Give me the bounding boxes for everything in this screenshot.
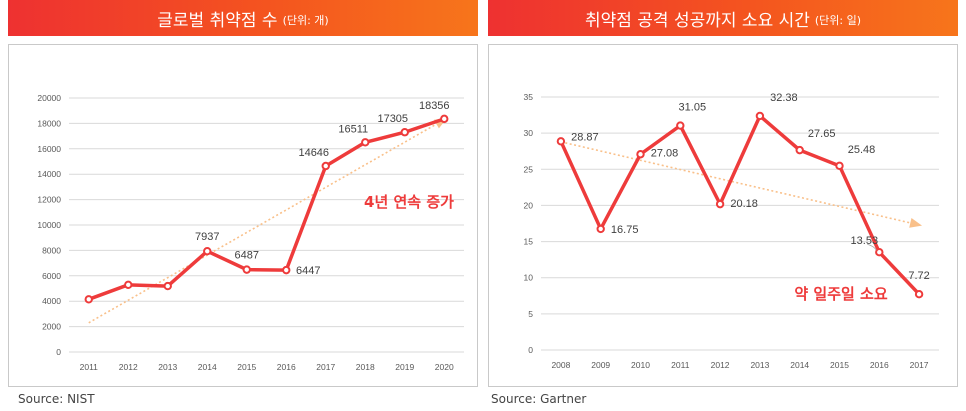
chart1-data-point xyxy=(361,138,370,147)
chart2-data-point xyxy=(596,224,605,234)
chart1-data-point xyxy=(242,265,251,274)
chart2-y-tick-label: 5 xyxy=(528,309,533,319)
chart1-data-label: 6487 xyxy=(235,250,259,262)
chart2-x-tick-label: 2008 xyxy=(551,360,570,370)
exploit-time-chart: 0 5 10 15 20 25 30 35 2008 2009 2010 2011 2012 2013 20… xyxy=(488,44,958,387)
chart2-series-line xyxy=(559,114,921,296)
chart2-unit: (단위: 일) xyxy=(814,14,862,27)
chart1-data-label: 17305 xyxy=(377,113,408,125)
chart1-x-tick-label: 2015 xyxy=(237,362,256,372)
chart2-data-point xyxy=(835,161,844,171)
chart2-data-point xyxy=(636,150,645,159)
chart2-x-tick-label: 2014 xyxy=(790,360,809,370)
chart2-x-tick-label: 2012 xyxy=(711,360,730,370)
chart2-data-point xyxy=(914,289,924,299)
chart1-y-tick-label: 14000 xyxy=(37,169,61,179)
chart1-trend-line xyxy=(88,118,445,324)
chart1-data-label: 18356 xyxy=(419,100,450,112)
chart1-y-tick-label: 12000 xyxy=(37,195,61,205)
chart1-data-point xyxy=(163,281,172,291)
chart2-x-tick-label: 2011 xyxy=(671,360,690,370)
chart1-y-tick-label: 10000 xyxy=(37,220,61,230)
chart1-x-tick-label: 2011 xyxy=(80,362,99,372)
chart2-data-label: 27.65 xyxy=(808,128,836,140)
chart1-y-tick-label: 6000 xyxy=(42,271,61,281)
chart2-x-tick-label: 2010 xyxy=(631,360,650,370)
chart1-x-tick-label: 2016 xyxy=(277,362,296,372)
chart1-data-point xyxy=(84,295,93,304)
chart2-y-tick-label: 20 xyxy=(524,200,534,210)
chart1-data-point xyxy=(440,114,449,124)
chart2-x-tick-label: 2009 xyxy=(591,360,610,370)
chart2-data-label: 32.38 xyxy=(770,92,798,104)
chart1-source: Source: NIST xyxy=(18,392,95,406)
chart1-annotation: 4년 연속 증가 xyxy=(364,193,454,211)
chart1-data-label: 16511 xyxy=(338,123,368,135)
chart2-data-point xyxy=(795,145,804,155)
chart2-data-point xyxy=(875,247,884,257)
chart2-data-label: 25.48 xyxy=(848,144,876,156)
chart1-svg: 0 2000 4000 6000 8000 10000 12000 14000 16000 180… xyxy=(37,93,464,372)
chart1-data-label: 7937 xyxy=(195,231,219,243)
chart1-data-point xyxy=(400,128,409,137)
chart1-data-label: 6447 xyxy=(296,265,320,277)
chart2-data-point xyxy=(715,199,725,209)
chart2-data-point xyxy=(755,111,765,121)
chart2-data-label: 27.08 xyxy=(651,147,679,159)
chart1-y-tick-label: 16000 xyxy=(37,144,61,154)
chart2-data-label: 20.18 xyxy=(730,198,758,210)
chart2-svg: 0 5 10 15 20 25 30 35 2008 2009 2010 2011 2012 2013 20… xyxy=(524,92,939,370)
chart2-source: Source: Gartner xyxy=(491,392,587,406)
chart2-leader-line xyxy=(867,243,877,251)
chart1-data-point xyxy=(124,280,133,290)
chart2-y-tick-label: 30 xyxy=(524,128,534,138)
chart1-unit: (단위: 개) xyxy=(282,14,329,27)
chart2-data-point xyxy=(676,121,685,130)
chart1-y-tick-label: 18000 xyxy=(37,118,61,128)
chart1-series-line xyxy=(88,117,445,301)
chart2-data-point xyxy=(556,137,566,146)
chart1-data-point xyxy=(282,265,291,275)
chart1-x-tick-label: 2020 xyxy=(435,362,454,372)
chart1-x-tick-label: 2014 xyxy=(198,362,217,372)
chart1-data-point xyxy=(321,161,330,171)
chart2-data-label: 7.72 xyxy=(908,270,929,282)
chart1-y-tick-label: 8000 xyxy=(42,245,61,255)
chart2-title: 취약점 공격 성공까지 소요 시간 xyxy=(584,10,810,31)
chart2-y-tick-label: 25 xyxy=(524,164,534,174)
chart2-annotation: 약 일주일 소요 xyxy=(794,285,887,303)
chart1-x-tick-label: 2013 xyxy=(158,362,177,372)
chart2-trend-arrowhead xyxy=(909,218,923,228)
chart2-y-tick-label: 35 xyxy=(524,92,534,102)
chart2-title-banner: 취약점 공격 성공까지 소요 시간 (단위: 일) xyxy=(488,0,958,36)
chart1-x-tick-label: 2017 xyxy=(316,362,335,372)
chart2-data-label: 28.87 xyxy=(571,131,599,143)
chart2-x-tick-label: 2013 xyxy=(750,360,769,370)
chart1-data-point xyxy=(203,247,212,256)
chart1-x-tick-label: 2018 xyxy=(356,362,375,372)
chart1-y-tick-label: 20000 xyxy=(37,93,61,103)
chart2-y-tick-label: 0 xyxy=(528,345,533,355)
chart1-x-tick-label: 2019 xyxy=(395,362,414,372)
vulnerability-count-chart: 0 2000 4000 6000 8000 10000 12000 14000 16000 180… xyxy=(8,44,478,387)
chart1-y-tick-label: 4000 xyxy=(42,296,61,306)
chart2-y-tick-label: 15 xyxy=(524,237,534,247)
chart1-data-label: 14646 xyxy=(298,147,329,159)
chart2-data-label: 13.53 xyxy=(851,235,879,247)
chart1-title: 글로벌 취약점 수 xyxy=(157,10,278,31)
chart1-y-tick-label: 2000 xyxy=(42,322,61,332)
chart2-x-tick-label: 2017 xyxy=(910,360,929,370)
chart2-y-tick-label: 10 xyxy=(524,273,534,283)
chart2-data-label: 16.75 xyxy=(611,224,639,236)
chart1-title-banner: 글로벌 취약점 수 (단위: 개) xyxy=(8,0,478,36)
chart1-y-tick-label: 0 xyxy=(56,347,61,357)
chart2-x-tick-label: 2016 xyxy=(870,360,889,370)
chart1-x-tick-label: 2012 xyxy=(119,362,138,372)
chart2-x-tick-label: 2015 xyxy=(830,360,849,370)
chart2-data-label: 31.05 xyxy=(679,102,707,114)
